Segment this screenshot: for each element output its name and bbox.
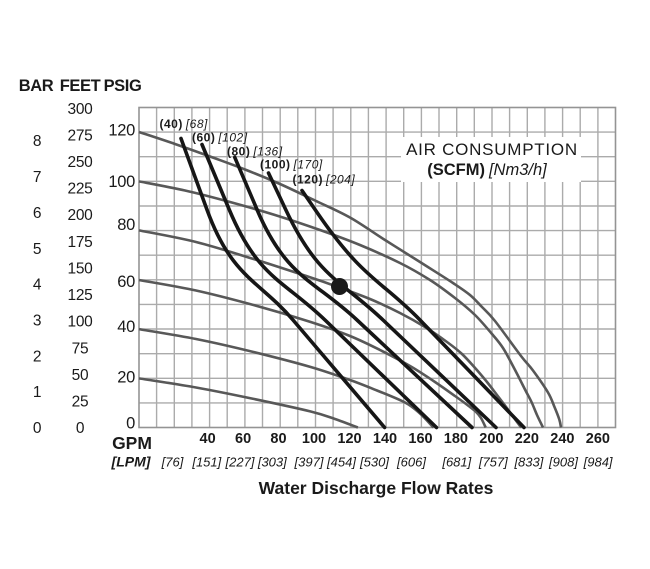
svg-text:4: 4 <box>33 277 42 294</box>
svg-text:0: 0 <box>126 415 135 433</box>
svg-text:225: 225 <box>68 181 93 198</box>
svg-text:1: 1 <box>33 384 41 401</box>
svg-text:260: 260 <box>586 431 610 447</box>
svg-text:[681]: [681] <box>441 455 471 470</box>
svg-text:0: 0 <box>76 420 85 437</box>
svg-text:(40)[68]: (40) [68] <box>160 117 209 131</box>
svg-text:[757]: [757] <box>478 455 508 470</box>
svg-text:180: 180 <box>444 431 468 447</box>
svg-text:200: 200 <box>68 207 94 224</box>
svg-text:5: 5 <box>33 241 41 258</box>
svg-text:175: 175 <box>68 234 93 251</box>
svg-text:150: 150 <box>68 261 94 278</box>
svg-text:80: 80 <box>117 216 135 234</box>
svg-text:[227]: [227] <box>225 455 255 470</box>
svg-text:275: 275 <box>68 127 93 144</box>
svg-text:0: 0 <box>33 420 42 437</box>
svg-text:[454]: [454] <box>326 455 356 470</box>
svg-text:240: 240 <box>550 431 574 447</box>
svg-text:20: 20 <box>117 369 135 387</box>
svg-text:200: 200 <box>479 431 503 447</box>
svg-text:8: 8 <box>33 133 41 150</box>
svg-text:7: 7 <box>33 169 41 186</box>
svg-text:120: 120 <box>108 122 135 140</box>
svg-text:120: 120 <box>337 431 361 447</box>
svg-text:250: 250 <box>68 154 94 171</box>
svg-text:75: 75 <box>72 340 89 357</box>
svg-text:40: 40 <box>200 431 216 447</box>
svg-text:60: 60 <box>235 431 251 447</box>
svg-text:2: 2 <box>33 348 41 365</box>
svg-text:AIR CONSUMPTION: AIR CONSUMPTION <box>406 140 578 159</box>
svg-text:25: 25 <box>72 394 89 411</box>
svg-text:[LPM]: [LPM] <box>111 454 152 470</box>
svg-text:(60)[102]: (60) [102] <box>192 131 248 145</box>
svg-text:BAR: BAR <box>19 77 54 95</box>
svg-text:100: 100 <box>108 173 135 191</box>
svg-text:[76]: [76] <box>161 455 184 470</box>
svg-text:FEET: FEET <box>60 77 101 95</box>
svg-text:3: 3 <box>33 312 41 329</box>
svg-text:[833]: [833] <box>513 455 543 470</box>
svg-text:50: 50 <box>72 367 89 384</box>
svg-text:220: 220 <box>515 431 539 447</box>
svg-text:160: 160 <box>408 431 432 447</box>
svg-text:[530]: [530] <box>359 455 389 470</box>
svg-text:GPM: GPM <box>112 433 152 453</box>
svg-text:[151]: [151] <box>191 455 221 470</box>
svg-text:100: 100 <box>302 431 326 447</box>
svg-text:[606]: [606] <box>396 455 426 470</box>
svg-text:125: 125 <box>68 287 93 304</box>
svg-text:Water Discharge Flow Rates: Water Discharge Flow Rates <box>259 478 494 498</box>
svg-text:PSIG: PSIG <box>104 77 142 95</box>
svg-text:(80)[136]: (80) [136] <box>227 144 283 158</box>
svg-text:[908]: [908] <box>548 455 578 470</box>
svg-text:6: 6 <box>33 205 41 222</box>
svg-text:[303]: [303] <box>257 455 287 470</box>
svg-text:[397]: [397] <box>294 455 324 470</box>
svg-text:300: 300 <box>68 101 94 118</box>
svg-text:80: 80 <box>270 431 286 447</box>
svg-text:140: 140 <box>373 431 397 447</box>
svg-text:[984]: [984] <box>583 455 613 470</box>
svg-text:100: 100 <box>68 314 94 331</box>
svg-text:(SCFM)[Nm3/h]: (SCFM) [Nm3/h] <box>427 161 547 179</box>
svg-text:60: 60 <box>117 273 135 291</box>
svg-text:40: 40 <box>117 318 135 336</box>
